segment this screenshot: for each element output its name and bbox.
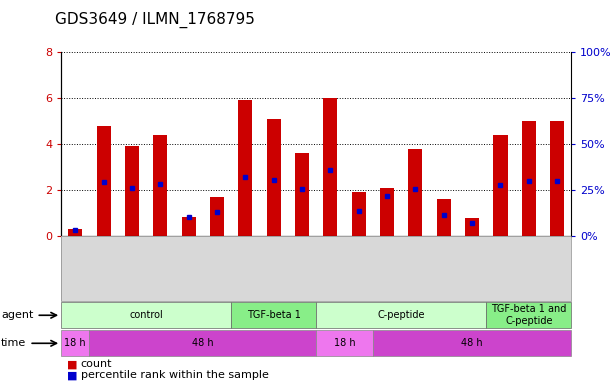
Bar <box>153 135 167 236</box>
Bar <box>125 146 139 236</box>
Bar <box>181 217 196 236</box>
Bar <box>323 98 337 236</box>
Bar <box>437 199 451 236</box>
Text: agent: agent <box>1 310 56 320</box>
Bar <box>550 121 564 236</box>
Bar <box>266 119 281 236</box>
Text: control: control <box>130 310 163 320</box>
Text: time: time <box>1 338 56 348</box>
Text: 48 h: 48 h <box>461 338 483 348</box>
Text: TGF-beta 1: TGF-beta 1 <box>247 310 301 320</box>
Bar <box>493 135 508 236</box>
Bar <box>295 153 309 236</box>
Bar <box>238 100 252 236</box>
Text: TGF-beta 1 and
C-peptide: TGF-beta 1 and C-peptide <box>491 305 566 326</box>
Bar <box>380 188 394 236</box>
Bar <box>97 126 111 236</box>
Text: ■: ■ <box>67 370 78 380</box>
Bar <box>68 229 82 236</box>
Bar <box>210 197 224 236</box>
Text: percentile rank within the sample: percentile rank within the sample <box>81 370 268 380</box>
Text: 48 h: 48 h <box>192 338 214 348</box>
Bar <box>408 149 422 236</box>
Text: count: count <box>81 359 112 369</box>
Text: ■: ■ <box>67 359 78 369</box>
Text: GDS3649 / ILMN_1768795: GDS3649 / ILMN_1768795 <box>55 12 255 28</box>
Text: 18 h: 18 h <box>64 338 86 348</box>
Bar <box>465 218 479 236</box>
Text: 18 h: 18 h <box>334 338 356 348</box>
Bar <box>522 121 536 236</box>
Text: C-peptide: C-peptide <box>378 310 425 320</box>
Bar <box>351 192 366 236</box>
